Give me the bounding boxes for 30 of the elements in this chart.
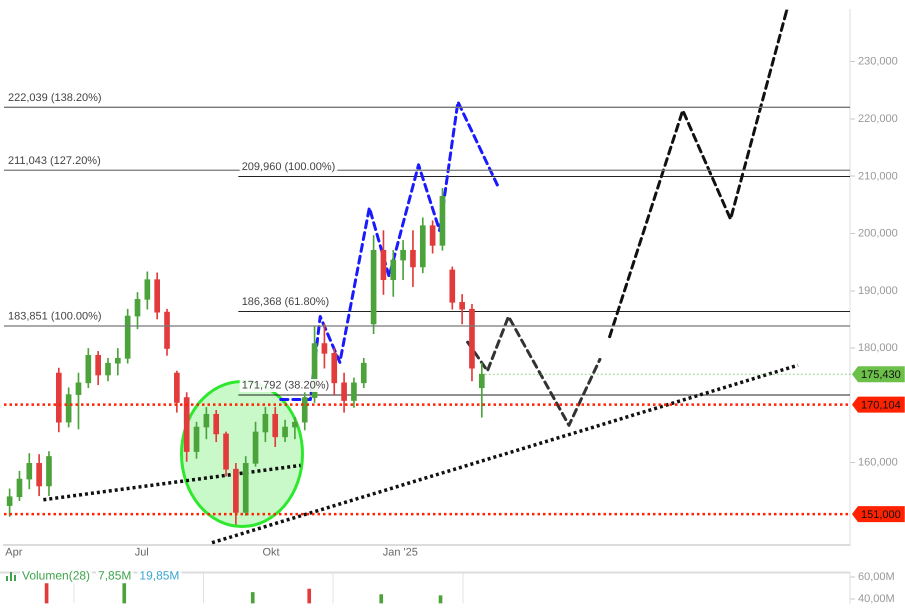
y-tick-label: 200,000 <box>858 228 898 240</box>
x-tick-label: Okt <box>262 546 280 559</box>
y-tick-label: 230,000 <box>858 56 898 68</box>
ref-line-label: 183,851 (100.00%) <box>8 310 102 322</box>
annotation: 175,430 <box>861 369 901 382</box>
series-label: 186,368 (61.80%) <box>242 296 330 308</box>
annotation: Volumen(28) <box>22 568 90 582</box>
y-tick-label: 210,000 <box>858 170 898 182</box>
y-tick-label: 180,000 <box>858 342 898 354</box>
y-tick-label: 60,00M <box>858 571 895 584</box>
series-label: 171,792 (38.20%) <box>242 380 330 392</box>
x-tick-label: Jan '25 <box>382 546 418 559</box>
point <box>608 335 612 338</box>
y-tick-label: 220,000 <box>858 113 898 125</box>
ref-line-label: 170,104 <box>861 400 901 412</box>
y-tick-label: 160,000 <box>858 456 898 469</box>
annotation: 7,85M <box>98 568 132 582</box>
y-tick-label: 40,00M <box>858 593 895 606</box>
ref-line-label: 151,000 <box>861 509 901 522</box>
line-series <box>279 100 499 402</box>
ref-line-label: 222,039 (138.20%) <box>8 92 102 104</box>
x-tick-label: Apr <box>5 546 23 559</box>
line-series <box>608 10 788 338</box>
point <box>496 183 499 186</box>
ref-line-label: 211,043 (127.20%) <box>8 154 101 167</box>
x-tick-label: Jul <box>134 546 149 559</box>
y-tick-label: 190,000 <box>858 284 898 297</box>
annotation: 19,85M <box>139 568 180 582</box>
series-label: 209,960 (100.00%) <box>242 160 336 173</box>
line-series <box>466 315 602 427</box>
